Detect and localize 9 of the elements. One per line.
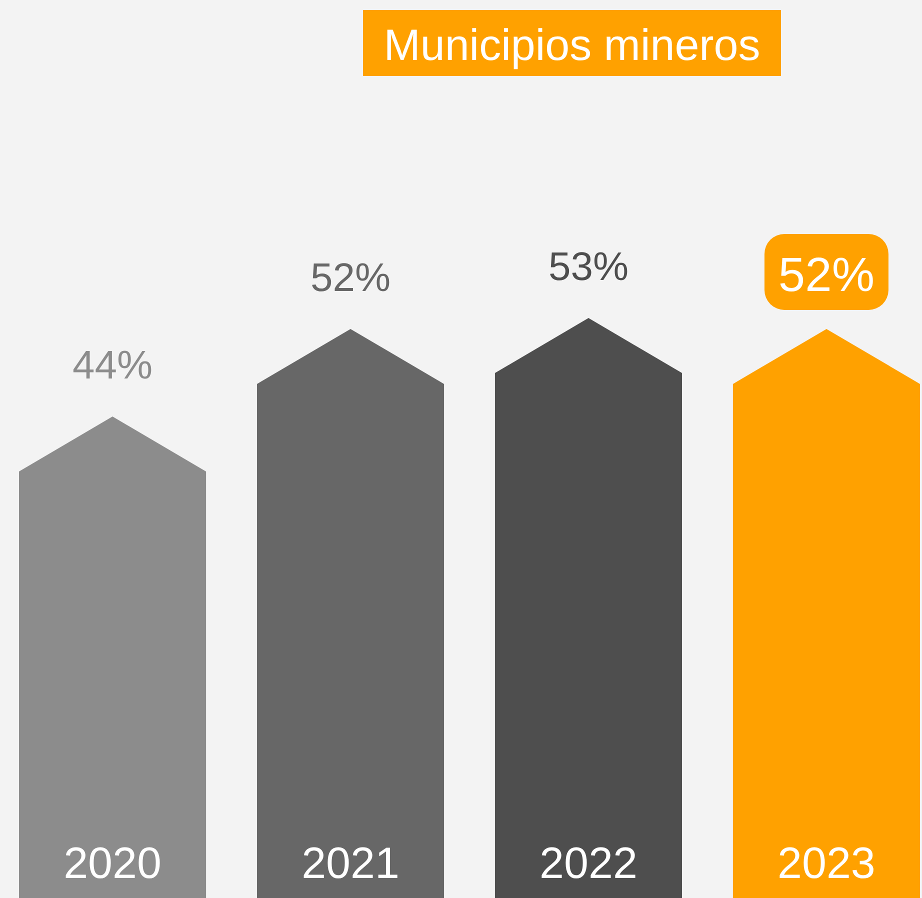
data-label: 52% [310, 256, 391, 300]
data-label: 53% [548, 245, 629, 289]
chart-title: Municipios mineros [384, 21, 760, 70]
x-tick-label: 2023 [778, 839, 876, 888]
x-tick-label: 2020 [64, 839, 162, 888]
data-label: 52% [778, 248, 875, 302]
data-label: 44% [72, 343, 153, 388]
x-tick-label: 2022 [540, 839, 638, 888]
x-tick-label: 2021 [302, 839, 400, 888]
